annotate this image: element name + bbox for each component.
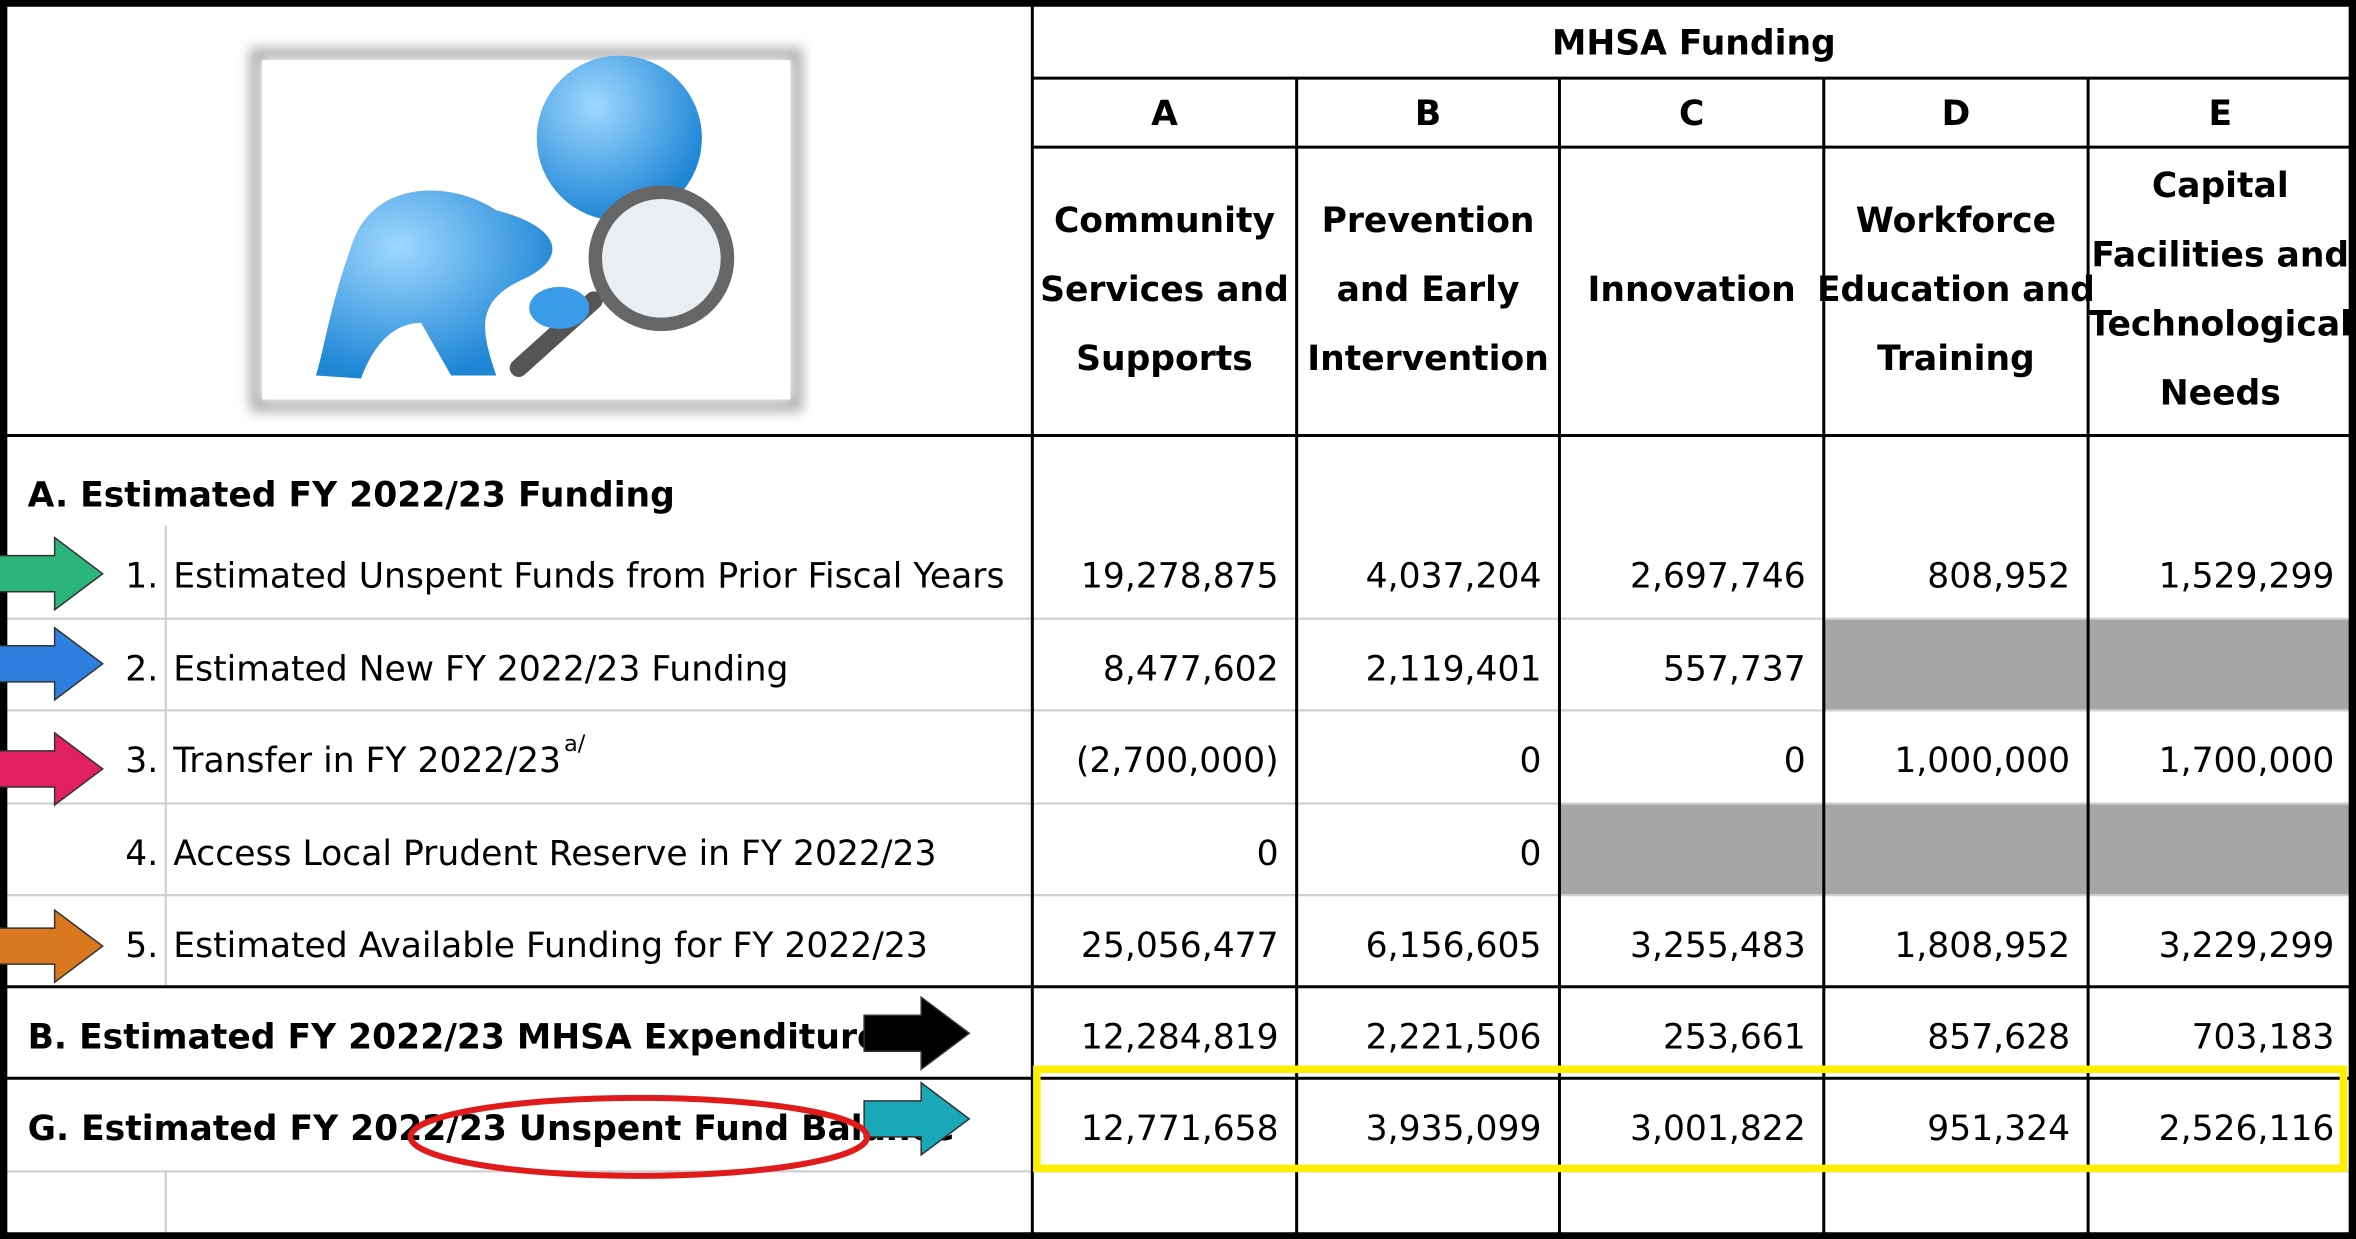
column-letter: D (1942, 94, 1971, 134)
cell-value: 3,255,483 (1630, 926, 1806, 966)
spreadsheet: MHSA Funding A Community Services and Suppor… (0, 0, 2356, 1239)
column-name: Technological (2089, 304, 2352, 344)
cell-value: 3,935,099 (1366, 1109, 1542, 1149)
cell-value: 12,771,658 (1081, 1109, 1279, 1149)
cell-value: 3,001,822 (1630, 1109, 1806, 1149)
cell-value: 3,229,299 (2159, 926, 2335, 966)
column-letter: A (1151, 94, 1178, 134)
column-name: Facilities and (2091, 235, 2349, 275)
cell-value: 2,221,506 (1366, 1017, 1542, 1057)
row-number: 1. (125, 556, 158, 596)
group-title: MHSA Funding (1552, 24, 1836, 64)
cell-value: 25,056,477 (1081, 926, 1279, 966)
cell-value: 808,952 (1927, 556, 2070, 596)
cell-value: 951,324 (1927, 1109, 2070, 1149)
cell-value: 0 (1784, 741, 1806, 781)
row-number: 5. (125, 926, 158, 966)
column-letter: C (1679, 94, 1704, 134)
disabled-cell (1559, 803, 1823, 895)
column-name: Education and (1817, 270, 2095, 310)
footnote-mark: a/ (564, 731, 586, 757)
cell-value: 2,119,401 (1366, 649, 1542, 689)
column-name: and Early (1337, 270, 1520, 310)
page: MHSA Funding A Community Services and Suppor… (0, 0, 2356, 1239)
row-label: Estimated Unspent Funds from Prior Fisca… (173, 556, 1004, 596)
row-label: Transfer in FY 2022/23 (172, 741, 561, 781)
row-label: Estimated New FY 2022/23 Funding (173, 649, 788, 689)
column-name: Intervention (1307, 339, 1549, 379)
cell-value: 0 (1257, 834, 1279, 874)
cell-value: 2,526,116 (2159, 1109, 2335, 1149)
column-name: Capital (2152, 166, 2289, 206)
column-letter: E (2208, 94, 2232, 134)
column-name: Supports (1076, 339, 1253, 379)
row-number: 3. (125, 741, 158, 781)
column-name: Services and (1040, 270, 1289, 310)
cell-value: 1,700,000 (2159, 741, 2335, 781)
cell-value: 0 (1519, 834, 1541, 874)
disabled-cell (2088, 803, 2352, 895)
cell-value: 2,697,746 (1630, 556, 1806, 596)
row-number: 2. (125, 649, 158, 689)
row-number: 4. (125, 834, 158, 874)
cell-value: 0 (1519, 741, 1541, 781)
disabled-cell (1824, 619, 2088, 711)
column-letter: B (1415, 94, 1441, 134)
cell-value: 703,183 (2192, 1017, 2335, 1057)
disabled-cell (1824, 803, 2088, 895)
cell-value: 12,284,819 (1081, 1017, 1279, 1057)
row-label: Estimated Available Funding for FY 2022/… (173, 926, 928, 966)
cell-value: 8,477,602 (1103, 649, 1279, 689)
column-name: Workforce (1856, 201, 2056, 241)
row-label: B. Estimated FY 2022/23 MHSA Expenditure… (28, 1017, 901, 1057)
cell-value: 19,278,875 (1081, 556, 1279, 596)
cell-value: 253,661 (1663, 1017, 1806, 1057)
cell-value: 857,628 (1927, 1017, 2070, 1057)
column-name: Prevention (1322, 201, 1535, 241)
illustration (256, 54, 797, 405)
column-name: Innovation (1588, 270, 1796, 310)
cell-value: 6,156,605 (1366, 926, 1542, 966)
disabled-cell (2088, 619, 2352, 711)
cell-value: 1,000,000 (1894, 741, 2070, 781)
cell-value: 1,529,299 (2159, 556, 2335, 596)
cell-value: 1,808,952 (1894, 926, 2070, 966)
column-name: Needs (2160, 373, 2281, 413)
row-label: Access Local Prudent Reserve in FY 2022/… (173, 834, 936, 874)
section-title: A. Estimated FY 2022/23 Funding (28, 476, 675, 516)
column-name: Community (1054, 201, 1275, 241)
column-name: Training (1877, 339, 2035, 379)
cell-value: 4,037,204 (1366, 556, 1542, 596)
cell-value: 557,737 (1663, 649, 1806, 689)
cell-value: (2,700,000) (1076, 741, 1279, 781)
